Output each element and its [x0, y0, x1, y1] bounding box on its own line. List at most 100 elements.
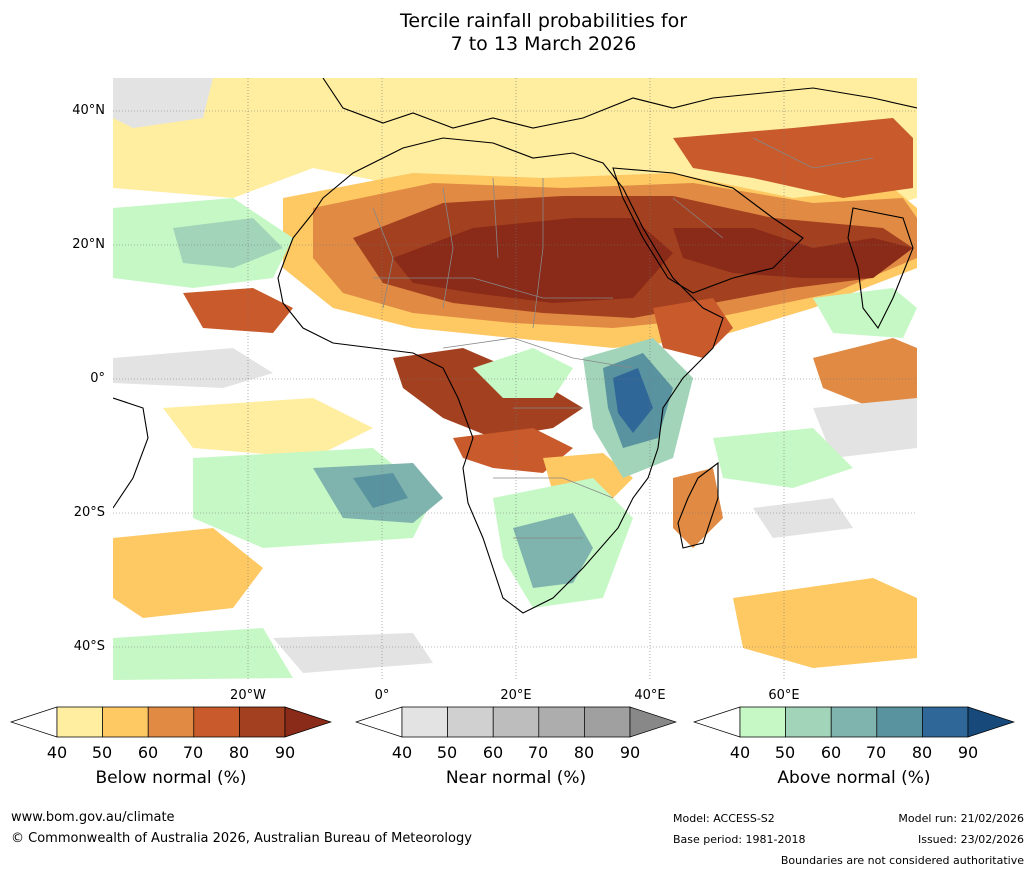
tick: 80: [573, 743, 595, 762]
africa-coast: [277, 137, 724, 614]
above-normal-patches: [113, 198, 917, 680]
colorbar-box: [401, 706, 448, 738]
colorbar-extend-low: [355, 706, 403, 738]
tick: 40: [391, 743, 413, 762]
colorbar-box: [56, 706, 103, 738]
colorbar-extend-high: [629, 706, 677, 738]
patch-green-central: [473, 348, 573, 398]
patch-arabia-core: [673, 228, 913, 278]
colorbar-box: [147, 706, 195, 738]
footer-disclaimer: Boundaries are not considered authoritat…: [780, 854, 1024, 867]
gridlines: [113, 78, 917, 680]
patch-east-africa-core: [613, 368, 653, 433]
patch-east-green: [813, 288, 917, 338]
patch-grey-3: [813, 398, 917, 458]
patch-east-ocean: [813, 338, 917, 408]
rainfall-map: [113, 78, 917, 680]
patch-grey-2: [113, 348, 273, 388]
patch-grey-5: [273, 633, 433, 673]
tick: 50: [774, 743, 796, 762]
colorbar-box: [193, 706, 240, 738]
india-coast: [847, 207, 914, 330]
patch-congo-dark: [393, 348, 583, 438]
patch-congo-band: [453, 428, 573, 473]
colorbar-box: [239, 706, 286, 738]
lat-label-20s: 20°S: [73, 505, 105, 520]
title-line-2: 7 to 13 March 2026: [450, 33, 637, 55]
colorbar-box: [584, 706, 631, 738]
tick: 60: [820, 743, 842, 762]
near-normal-patches: [113, 78, 917, 673]
colorbar-box: [922, 706, 969, 738]
colorbar-below: [10, 704, 332, 740]
lon-label-20e: 20°E: [500, 688, 532, 703]
footer-issued: Issued: 23/02/2026: [917, 833, 1024, 846]
tick: 70: [865, 743, 887, 762]
footer-base-period: Base period: 1981-2018: [673, 833, 806, 846]
colorbar-box: [876, 706, 923, 738]
patch-south-green: [113, 628, 293, 680]
colorbar-near-label: Near normal (%): [445, 768, 587, 788]
chart-title: Tercile rainfall probabilities for 7 to …: [0, 10, 1035, 56]
lon-label-0: 0°: [374, 688, 390, 703]
colorbar-extend-high: [284, 706, 332, 738]
madagascar-coast: [677, 461, 719, 549]
patch-grey-1: [113, 78, 213, 128]
patch-atlantic-south: [163, 398, 373, 458]
tick: 70: [527, 743, 549, 762]
coastlines: [113, 78, 917, 614]
below-normal-patches: [113, 78, 917, 668]
tick: 60: [137, 743, 159, 762]
lat-label-0: 0°: [90, 371, 105, 386]
colorbar-above: [693, 704, 1015, 740]
tick: 90: [274, 743, 296, 762]
patch-south-ocean-left: [113, 528, 263, 618]
colorbar-near: [355, 704, 677, 740]
colorbar-below-label: Below normal (%): [95, 768, 247, 788]
patch-sahara-core: [393, 218, 673, 303]
lat-label-20n: 20°N: [72, 237, 105, 252]
footer-url[interactable]: www.bom.gov.au/climate: [11, 810, 175, 825]
lat-label-40n: 40°N: [72, 103, 105, 118]
tick: 80: [228, 743, 250, 762]
lat-label-40s: 40°S: [73, 639, 105, 654]
colorbar-extend-low: [693, 706, 741, 738]
patch-grey-4: [753, 498, 853, 538]
colorbar-extend-low: [10, 706, 58, 738]
patch-atlantic-blue: [353, 473, 408, 508]
colorbar-box: [830, 706, 878, 738]
colorbar-box: [785, 706, 832, 738]
tick: 40: [46, 743, 68, 762]
colorbar-box: [538, 706, 585, 738]
tick: 50: [436, 743, 458, 762]
colorbar-box: [102, 706, 149, 738]
patch-madagascar: [673, 468, 723, 548]
patch-south-ocean-right: [733, 578, 917, 668]
footer-copyright: © Commonwealth of Australia 2026, Austra…: [11, 831, 472, 846]
europe-coast: [322, 78, 917, 129]
title-line-1: Tercile rainfall probabilities for: [399, 10, 688, 32]
lon-label-60e: 60°E: [768, 688, 800, 703]
patch-west-africa: [183, 288, 293, 333]
tick: 40: [729, 743, 751, 762]
tick: 60: [482, 743, 504, 762]
colorbar-box: [492, 706, 540, 738]
patch-indian-green: [713, 428, 853, 488]
tick: 50: [91, 743, 113, 762]
patch-southern-africa-mid: [513, 513, 593, 588]
borders: [372, 137, 874, 539]
colorbar-box: [739, 706, 786, 738]
lon-label-20w: 20°W: [230, 688, 266, 703]
tick: 90: [957, 743, 979, 762]
footer-model: Model: ACCESS-S2: [673, 812, 775, 825]
map-canvas: [113, 78, 917, 680]
tick: 90: [619, 743, 641, 762]
colorbar-extend-high: [967, 706, 1015, 738]
tick: 80: [911, 743, 933, 762]
south-america-tip: [113, 397, 149, 509]
arabia-coast: [612, 167, 804, 294]
patch-green-west-mid: [173, 218, 283, 268]
colorbar-box: [447, 706, 494, 738]
tick: 70: [182, 743, 204, 762]
colorbar-above-label: Above normal (%): [777, 768, 931, 788]
